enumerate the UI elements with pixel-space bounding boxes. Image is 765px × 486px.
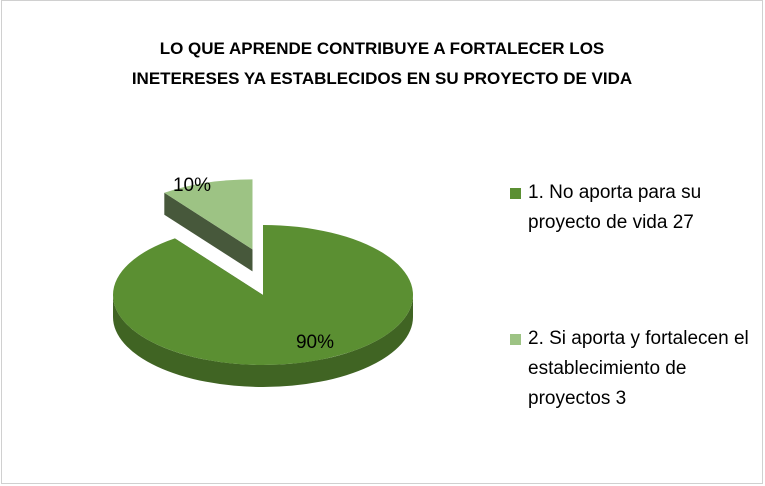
legend-swatch (510, 188, 521, 199)
slice-side (113, 295, 413, 387)
legend-swatch (510, 334, 521, 345)
legend-label: 1. No aporta para su proyecto de vida 27 (528, 182, 702, 233)
data-label: 90% (296, 332, 334, 353)
chart-title: LO QUE APRENDE CONTRIBUYE A FORTALECER L… (131, 39, 633, 88)
legend-item: 1. No aporta para su proyecto de vida 27 (510, 178, 750, 238)
data-label: 10% (173, 175, 211, 196)
legend-item: 2. Si aporta y fortalecen el establecimi… (510, 324, 750, 414)
legend-label: 2. Si aporta y fortalecen el establecimi… (528, 328, 749, 409)
pie-slice (164, 179, 253, 250)
slice-side (164, 192, 253, 272)
pie-slice (112, 225, 414, 366)
